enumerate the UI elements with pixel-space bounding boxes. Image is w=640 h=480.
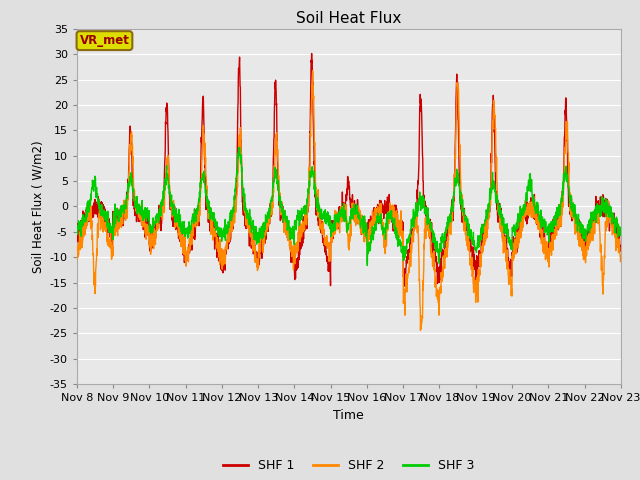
Y-axis label: Soil Heat Flux ( W/m2): Soil Heat Flux ( W/m2) — [31, 140, 44, 273]
Text: VR_met: VR_met — [79, 34, 129, 47]
Title: Soil Heat Flux: Soil Heat Flux — [296, 11, 401, 26]
Legend: SHF 1, SHF 2, SHF 3: SHF 1, SHF 2, SHF 3 — [218, 454, 479, 477]
X-axis label: Time: Time — [333, 408, 364, 421]
